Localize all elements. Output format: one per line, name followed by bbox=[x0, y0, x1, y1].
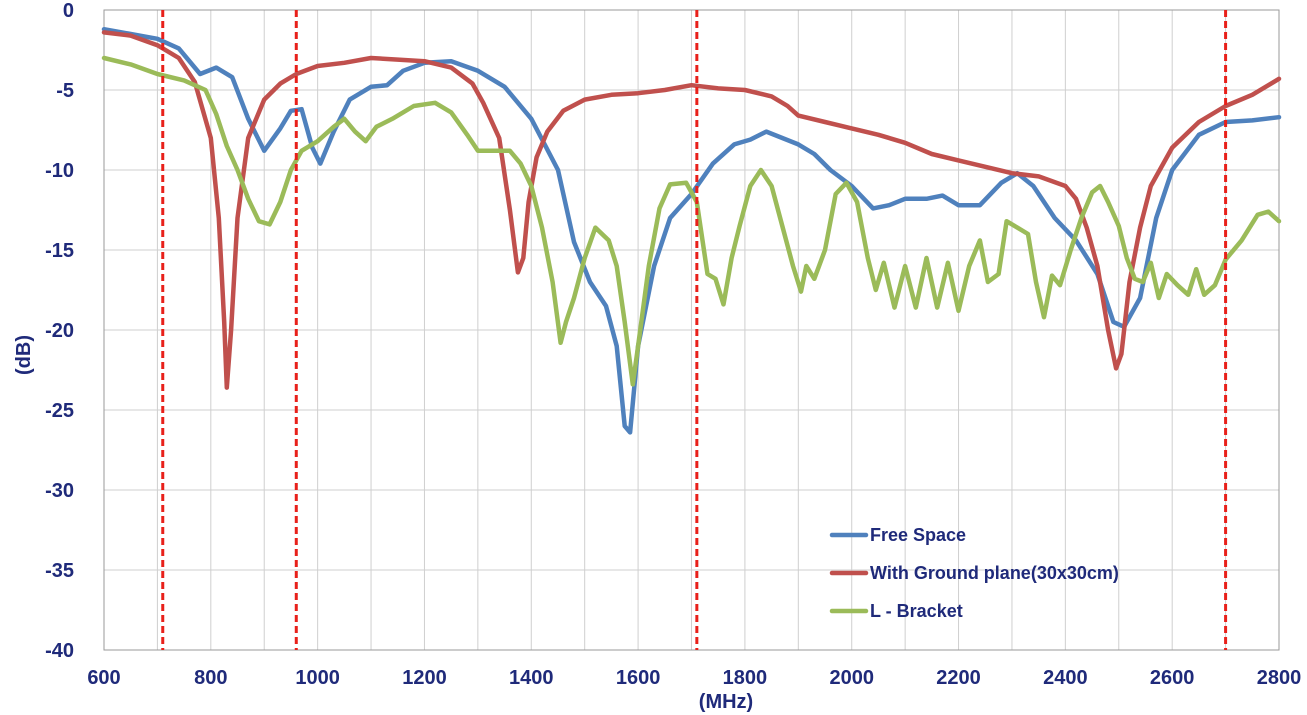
legend: Free Space With Ground plane(30x30cm) L - … bbox=[829, 525, 1119, 621]
x-tick-labels: 600 800 1000 1200 1400 1600 1800 2000 2200 2400 26… bbox=[87, 667, 1301, 689]
legend-label: L - Bracket bbox=[870, 601, 963, 621]
y-tick-label: -25 bbox=[45, 400, 74, 422]
x-tick-label: 1600 bbox=[616, 667, 661, 689]
y-tick-label: -40 bbox=[45, 640, 74, 662]
x-tick-label: 1400 bbox=[509, 667, 554, 689]
x-tick-label: 2600 bbox=[1150, 667, 1195, 689]
y-axis-label: (dB) bbox=[13, 335, 35, 375]
y-tick-labels: 0 -5 -10 -15 -20 -25 -30 -35 -40 bbox=[45, 0, 74, 662]
y-tick-label: -30 bbox=[45, 480, 74, 502]
series-line-1 bbox=[101, 26, 1282, 435]
x-tick-label: 1000 bbox=[295, 667, 340, 689]
y-tick-label: -35 bbox=[45, 560, 74, 582]
y-tick-label: -20 bbox=[45, 320, 74, 342]
y-tick-label: -10 bbox=[45, 160, 74, 182]
y-tick-label: 0 bbox=[63, 0, 74, 22]
plot-area-border bbox=[103, 9, 1280, 651]
series-line-3 bbox=[101, 55, 1282, 387]
legend-label: With Ground plane(30x30cm) bbox=[870, 563, 1119, 583]
x-tick-label: 1800 bbox=[723, 667, 768, 689]
x-tick-label: 2200 bbox=[936, 667, 981, 689]
x-axis-label: (MHz) bbox=[699, 691, 753, 713]
y-tick-label: -5 bbox=[56, 80, 74, 102]
series-line-2 bbox=[101, 30, 1282, 390]
x-tick-label: 1200 bbox=[402, 667, 447, 689]
x-tick-label: 600 bbox=[87, 667, 120, 689]
x-tick-label: 800 bbox=[194, 667, 227, 689]
grid bbox=[104, 10, 1279, 650]
reference-lines bbox=[161, 10, 1228, 650]
series-lines bbox=[101, 26, 1282, 435]
y-tick-label: -15 bbox=[45, 240, 74, 262]
legend-label: Free Space bbox=[870, 525, 966, 545]
x-tick-label: 2800 bbox=[1257, 667, 1302, 689]
x-tick-label: 2400 bbox=[1043, 667, 1088, 689]
x-tick-label: 2000 bbox=[829, 667, 874, 689]
